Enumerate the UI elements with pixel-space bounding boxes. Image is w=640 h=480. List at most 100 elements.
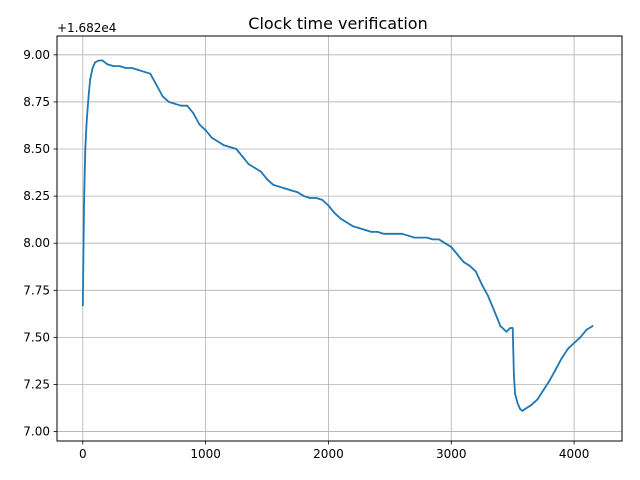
data-point xyxy=(548,379,551,382)
data-point xyxy=(204,129,207,132)
data-point xyxy=(567,347,569,350)
y-tick-label: 7.25 xyxy=(23,377,50,391)
data-point xyxy=(401,232,403,235)
data-point xyxy=(91,67,94,69)
data-point xyxy=(358,227,361,230)
grid-lines xyxy=(57,36,622,441)
data-point xyxy=(174,102,176,105)
data-point xyxy=(519,408,521,410)
data-point xyxy=(407,234,410,237)
data-point xyxy=(88,91,90,94)
data-point xyxy=(530,404,532,407)
data-point xyxy=(521,410,524,412)
data-point xyxy=(210,136,213,139)
y-tick-label: 7.75 xyxy=(23,283,50,297)
data-point xyxy=(284,187,287,190)
data-point xyxy=(278,185,281,188)
chart-title: Clock time verification xyxy=(248,14,427,33)
data-point xyxy=(309,197,311,199)
x-tick-label: 2000 xyxy=(313,447,344,461)
data-point xyxy=(327,204,330,207)
data-point xyxy=(106,63,109,66)
data-point xyxy=(413,236,416,239)
data-point xyxy=(94,61,96,64)
data-point xyxy=(149,72,152,75)
data-point xyxy=(143,70,146,73)
data-point xyxy=(321,199,324,201)
data-point xyxy=(272,183,275,186)
data-point xyxy=(186,104,189,107)
data-point xyxy=(266,178,268,181)
x-tick-label: 0 xyxy=(79,447,87,461)
data-point xyxy=(370,231,373,233)
data-point xyxy=(450,246,453,248)
data-point xyxy=(591,325,594,327)
data-point xyxy=(303,195,305,198)
plot-frame xyxy=(56,35,623,442)
data-point xyxy=(395,232,397,235)
data-point xyxy=(419,236,422,239)
data-point xyxy=(462,261,465,263)
data-point xyxy=(131,67,133,69)
data-point xyxy=(155,84,158,86)
data-point xyxy=(542,389,545,391)
data-point xyxy=(438,238,440,241)
data-point xyxy=(235,148,238,150)
x-tick-label: 3000 xyxy=(436,447,467,461)
data-point xyxy=(468,264,471,267)
data-point xyxy=(514,393,516,395)
data-point xyxy=(260,170,262,173)
data-point xyxy=(198,123,201,126)
data-point xyxy=(101,59,104,62)
data-point xyxy=(425,236,428,239)
y-tick-label: 9.00 xyxy=(23,48,50,62)
data-point xyxy=(85,123,88,126)
data-point xyxy=(585,329,588,331)
data-point xyxy=(315,197,318,199)
data-point xyxy=(524,408,526,410)
y-tick-label: 8.50 xyxy=(23,142,50,156)
data-point xyxy=(431,238,434,241)
data-point xyxy=(86,106,89,109)
data-point xyxy=(296,191,299,194)
data-point xyxy=(560,357,563,359)
data-point xyxy=(382,232,385,235)
x-tick-label: 4000 xyxy=(559,447,590,461)
data-point xyxy=(241,155,244,158)
data-point xyxy=(229,146,232,149)
data-point xyxy=(339,217,342,220)
x-tick-label: 1000 xyxy=(190,447,221,461)
data-point xyxy=(505,330,508,333)
data-point xyxy=(84,148,87,150)
data-point xyxy=(112,65,115,67)
data-point xyxy=(97,59,100,62)
data-point xyxy=(352,225,354,228)
data-point xyxy=(223,144,225,147)
data-point xyxy=(364,229,367,231)
data-point xyxy=(192,112,195,115)
data-point xyxy=(247,163,250,166)
data-point xyxy=(180,104,183,107)
y-axis: 7.00 7.25 7.50 7.75 8.00 8.25 8.50 8.75 9.00 xyxy=(23,48,57,439)
data-point xyxy=(346,221,348,224)
data-point xyxy=(481,283,483,286)
y-tick-label: 7.50 xyxy=(23,330,50,344)
data-point xyxy=(509,327,512,329)
data-point xyxy=(81,304,84,307)
data-point xyxy=(83,204,85,207)
data-point xyxy=(118,65,121,67)
y-tick-label: 8.00 xyxy=(23,236,50,250)
data-point xyxy=(456,253,459,256)
data-point xyxy=(516,402,519,405)
y-tick-label: 7.00 xyxy=(23,425,50,439)
data-point xyxy=(333,212,336,215)
data-point xyxy=(536,398,539,401)
data-point xyxy=(124,67,127,69)
data-point xyxy=(579,336,582,339)
x-axis: 0 1000 2000 3000 4000 xyxy=(79,441,589,461)
data-point xyxy=(290,189,293,192)
data-point xyxy=(474,270,477,273)
data-point xyxy=(167,101,170,103)
series-line xyxy=(81,59,594,412)
